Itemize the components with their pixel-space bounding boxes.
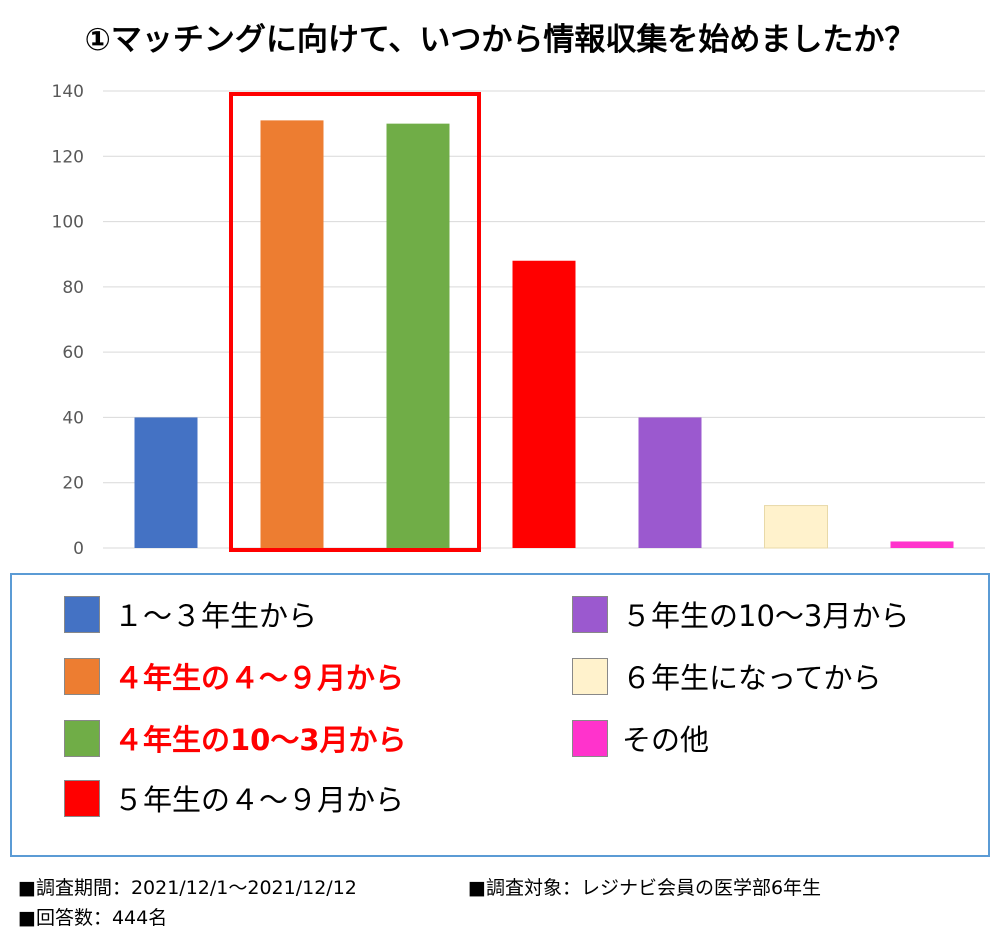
- legend-swatch: [64, 779, 100, 817]
- legend-label: ４年生の４～９月から: [114, 661, 405, 695]
- legend-item: ６年生になってから: [572, 655, 882, 697]
- legend-item: ５年生の４～９月から: [64, 777, 404, 819]
- bar-5: [638, 417, 702, 548]
- legend-swatch: [64, 719, 100, 757]
- legend-label: その他: [622, 723, 710, 757]
- survey-period: ■調査期間：2021/12/1～2021/12/12: [18, 877, 357, 899]
- legend-item: ５年生の10～3月から: [572, 593, 909, 635]
- legend-label: ４年生の10～3月から: [114, 723, 407, 757]
- legend-swatch: [572, 719, 608, 757]
- response-count: ■回答数：444名: [18, 907, 168, 929]
- legend-swatch: [572, 657, 608, 695]
- legend-item: １～３年生から: [64, 593, 317, 635]
- legend-swatch: [64, 657, 100, 695]
- legend-swatch: [572, 595, 608, 633]
- y-tick-label: 20: [62, 474, 84, 494]
- legend-item: その他: [572, 717, 709, 759]
- legend-label: ６年生になってから: [622, 661, 882, 695]
- y-tick-label: 60: [62, 343, 84, 363]
- legend-swatch: [64, 595, 100, 633]
- bar-3: [386, 123, 450, 549]
- bar-4: [512, 260, 576, 548]
- y-tick-label: 140: [52, 82, 84, 102]
- survey-target: ■調査対象：レジナビ会員の医学部6年生: [468, 877, 822, 899]
- bar-7: [890, 541, 954, 548]
- legend: １～３年生から ４年生の４～９月から ４年生の10～3月から ５年生の４～９月から ５年…: [10, 573, 990, 857]
- legend-item: ４年生の４～９月から: [64, 655, 404, 697]
- highlight-box: [229, 92, 481, 552]
- bar-2: [260, 120, 324, 548]
- bar-6: [764, 505, 828, 549]
- bar-chart: 0 20 40 60 80 100 120 140: [52, 82, 985, 559]
- y-tick-label: 80: [62, 278, 84, 298]
- y-tick-label: 40: [62, 408, 84, 428]
- y-tick-label: 100: [52, 213, 84, 233]
- legend-label: ５年生の10～3月から: [622, 599, 910, 633]
- chart-title: ①マッチングに向けて、いつから情報収集を始めましたか？: [84, 22, 916, 58]
- y-tick-label: 0: [73, 539, 84, 559]
- legend-label: ５年生の４～９月から: [114, 783, 405, 817]
- legend-label: １～３年生から: [114, 599, 318, 633]
- legend-item: ４年生の10～3月から: [64, 717, 407, 759]
- bar-1: [134, 417, 198, 548]
- y-tick-label: 120: [52, 147, 84, 167]
